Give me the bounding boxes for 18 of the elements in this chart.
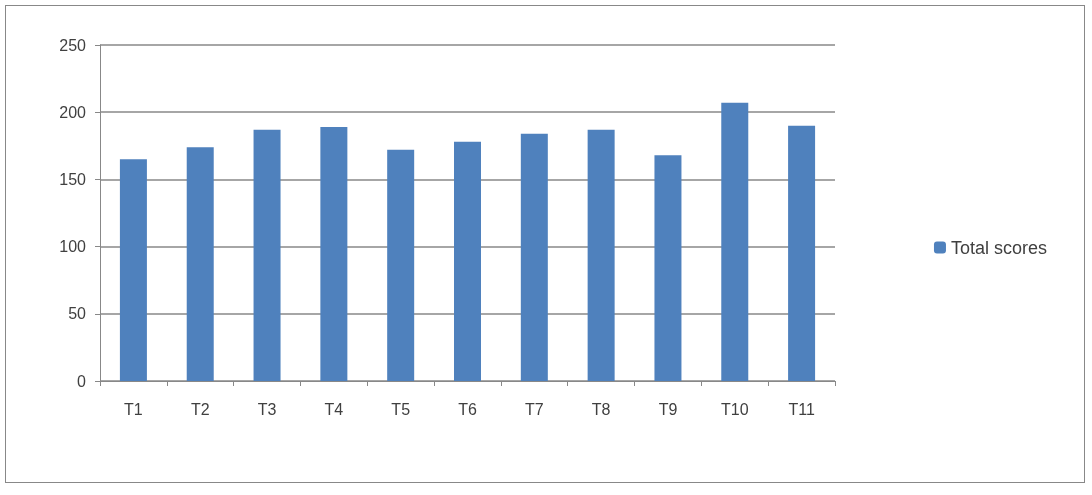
- x-tick-label: T7: [524, 400, 544, 418]
- x-tick-label: T8: [591, 400, 611, 418]
- x-tick-label: T5: [391, 400, 411, 418]
- y-tick-label: 50: [68, 305, 87, 323]
- x-tick-label: T10: [720, 400, 749, 418]
- y-tick-label: 0: [77, 372, 87, 390]
- y-tick-label: 250: [59, 36, 87, 54]
- x-tick-label: T11: [788, 400, 815, 418]
- x-tick-label: T9: [658, 400, 678, 418]
- x-tick-label: T3: [257, 400, 277, 418]
- y-tick-label: 150: [59, 170, 87, 188]
- x-tick-label: T2: [190, 400, 210, 418]
- x-tick-label: T4: [324, 400, 344, 418]
- x-tick-label: T1: [124, 400, 143, 418]
- y-tick-label: 100: [59, 238, 87, 256]
- y-tick-label: 200: [59, 103, 87, 121]
- x-tick-label: T6: [458, 400, 477, 418]
- legend-label: Total scores: [950, 237, 1048, 258]
